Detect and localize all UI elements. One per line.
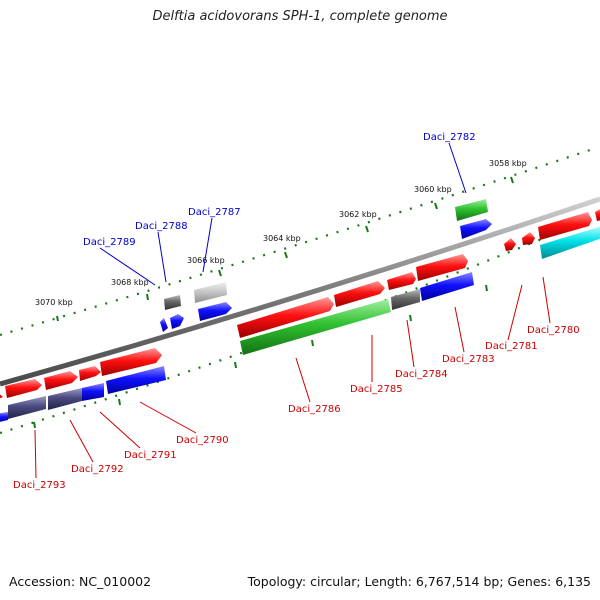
gene-arrow-forward[interactable]	[5, 379, 42, 398]
gene-arrow-reverse[interactable]	[160, 318, 168, 332]
major-tick	[284, 251, 288, 259]
leader-line	[139, 401, 197, 434]
gene-arrow-forward[interactable]	[79, 366, 101, 381]
gene-arrow-reverse[interactable]	[82, 383, 104, 401]
gene-arrow-reverse[interactable]	[8, 396, 46, 419]
major-tick	[33, 421, 36, 429]
gene-arrow-reverse[interactable]	[460, 219, 492, 239]
major-tick	[56, 315, 59, 322]
inner-scale-track	[0, 213, 600, 435]
gene-arrow-pseudo[interactable]	[391, 289, 420, 310]
gene-arrow-forward[interactable]	[504, 238, 516, 251]
major-tick	[146, 293, 149, 301]
scale-label: 3062 kbp	[339, 210, 377, 219]
gene-arrow-cyan[interactable]	[540, 226, 600, 259]
gene-arrow-reverse[interactable]	[48, 388, 82, 410]
gene-label[interactable]: Daci_2787	[188, 207, 241, 218]
gene-arrow-reverse[interactable]	[106, 366, 166, 394]
gene-arrow-rna[interactable]	[455, 199, 488, 221]
gene-label[interactable]: Daci_2780	[527, 325, 580, 336]
major-tick	[485, 284, 488, 292]
gene-arrow-rna[interactable]	[240, 299, 391, 355]
leader-line	[542, 276, 551, 324]
gene-arrow-reverse[interactable]	[0, 412, 8, 423]
gene-arrow-forward[interactable]	[538, 212, 592, 240]
gene-label[interactable]: Daci_2781	[485, 341, 538, 352]
major-tick	[118, 398, 121, 406]
leader-line	[448, 142, 467, 194]
reverse-strand-genes	[0, 219, 600, 423]
gene-arrow-pseudo[interactable]	[164, 295, 181, 310]
gene-label[interactable]: Daci_2782	[423, 132, 476, 143]
gene-label[interactable]: Daci_2788	[135, 221, 188, 232]
genome-backbone	[0, 196, 600, 387]
leader-line	[69, 419, 94, 463]
gene-arrow-reverse[interactable]	[198, 302, 232, 321]
leader-line	[99, 247, 156, 286]
leader-line	[406, 319, 415, 368]
scale-label: 3064 kbp	[263, 234, 301, 243]
gene-labels-below: Daci_2793 Daci_2792 Daci_2791 Daci_2790 …	[13, 325, 580, 491]
scale-label: 3058 kbp	[489, 159, 527, 168]
accession-text: Accession: NC_010002	[9, 574, 152, 589]
leader-line	[157, 231, 167, 283]
gene-labels-above: Daci_2789 Daci_2788 Daci_2787 Daci_2782	[83, 132, 476, 248]
scale-label: 3070 kbp	[35, 298, 73, 307]
major-tick	[218, 269, 222, 277]
gene-arrow-forward[interactable]	[237, 297, 334, 338]
gene-label[interactable]: Daci_2791	[124, 450, 177, 461]
scale-label: 3068 kbp	[111, 278, 149, 287]
gene-arrow-reverse[interactable]	[170, 314, 184, 329]
genome-summary-text: Topology: circular; Length: 6,767,514 bp…	[247, 574, 591, 589]
forward-strand-genes	[0, 199, 600, 400]
scale-label: 3066 kbp	[187, 256, 225, 265]
major-tick	[365, 225, 369, 233]
gene-label[interactable]: Daci_2783	[442, 354, 495, 365]
gene-label[interactable]: Daci_2790	[176, 435, 229, 446]
gene-arrow-forward[interactable]	[522, 232, 535, 245]
gene-label[interactable]: Daci_2786	[288, 404, 341, 415]
gene-label[interactable]: Daci_2789	[83, 237, 136, 248]
major-tick	[434, 202, 438, 210]
gene-label[interactable]: Daci_2793	[13, 480, 66, 491]
leader-line	[454, 306, 465, 353]
leader-line	[34, 429, 37, 479]
gene-arrow-reverse[interactable]	[420, 272, 474, 301]
leader-line	[295, 357, 311, 403]
major-tick	[510, 176, 514, 184]
gene-arrow-forward[interactable]	[387, 272, 416, 290]
scale-labels: 3070 kbp 3068 kbp 3066 kbp 3064 kbp 3062…	[35, 159, 527, 307]
gene-label[interactable]: Daci_2784	[395, 369, 448, 380]
leader-line	[99, 411, 141, 449]
major-tick	[234, 361, 237, 369]
gene-arrow-forward[interactable]	[595, 208, 600, 221]
scale-label: 3060 kbp	[414, 185, 452, 194]
gene-arrow-pseudo[interactable]	[194, 282, 227, 303]
major-tick	[311, 339, 314, 347]
major-tick	[409, 314, 412, 322]
outer-scale-track	[0, 148, 591, 337]
gene-label[interactable]: Daci_2785	[350, 384, 403, 395]
gene-arrow-forward[interactable]	[416, 254, 468, 281]
leader-lines	[34, 142, 551, 479]
leader-line	[507, 284, 523, 341]
gene-arrow-forward[interactable]	[44, 371, 78, 390]
gene-label[interactable]: Daci_2792	[71, 464, 124, 475]
leader-line	[202, 217, 213, 273]
gene-arrow-forward[interactable]	[100, 348, 162, 376]
gene-arrow-forward[interactable]	[0, 390, 3, 400]
genome-title: Delftia acidovorans SPH-1, complete geno…	[152, 9, 448, 24]
gene-arrow-forward[interactable]	[334, 281, 385, 307]
